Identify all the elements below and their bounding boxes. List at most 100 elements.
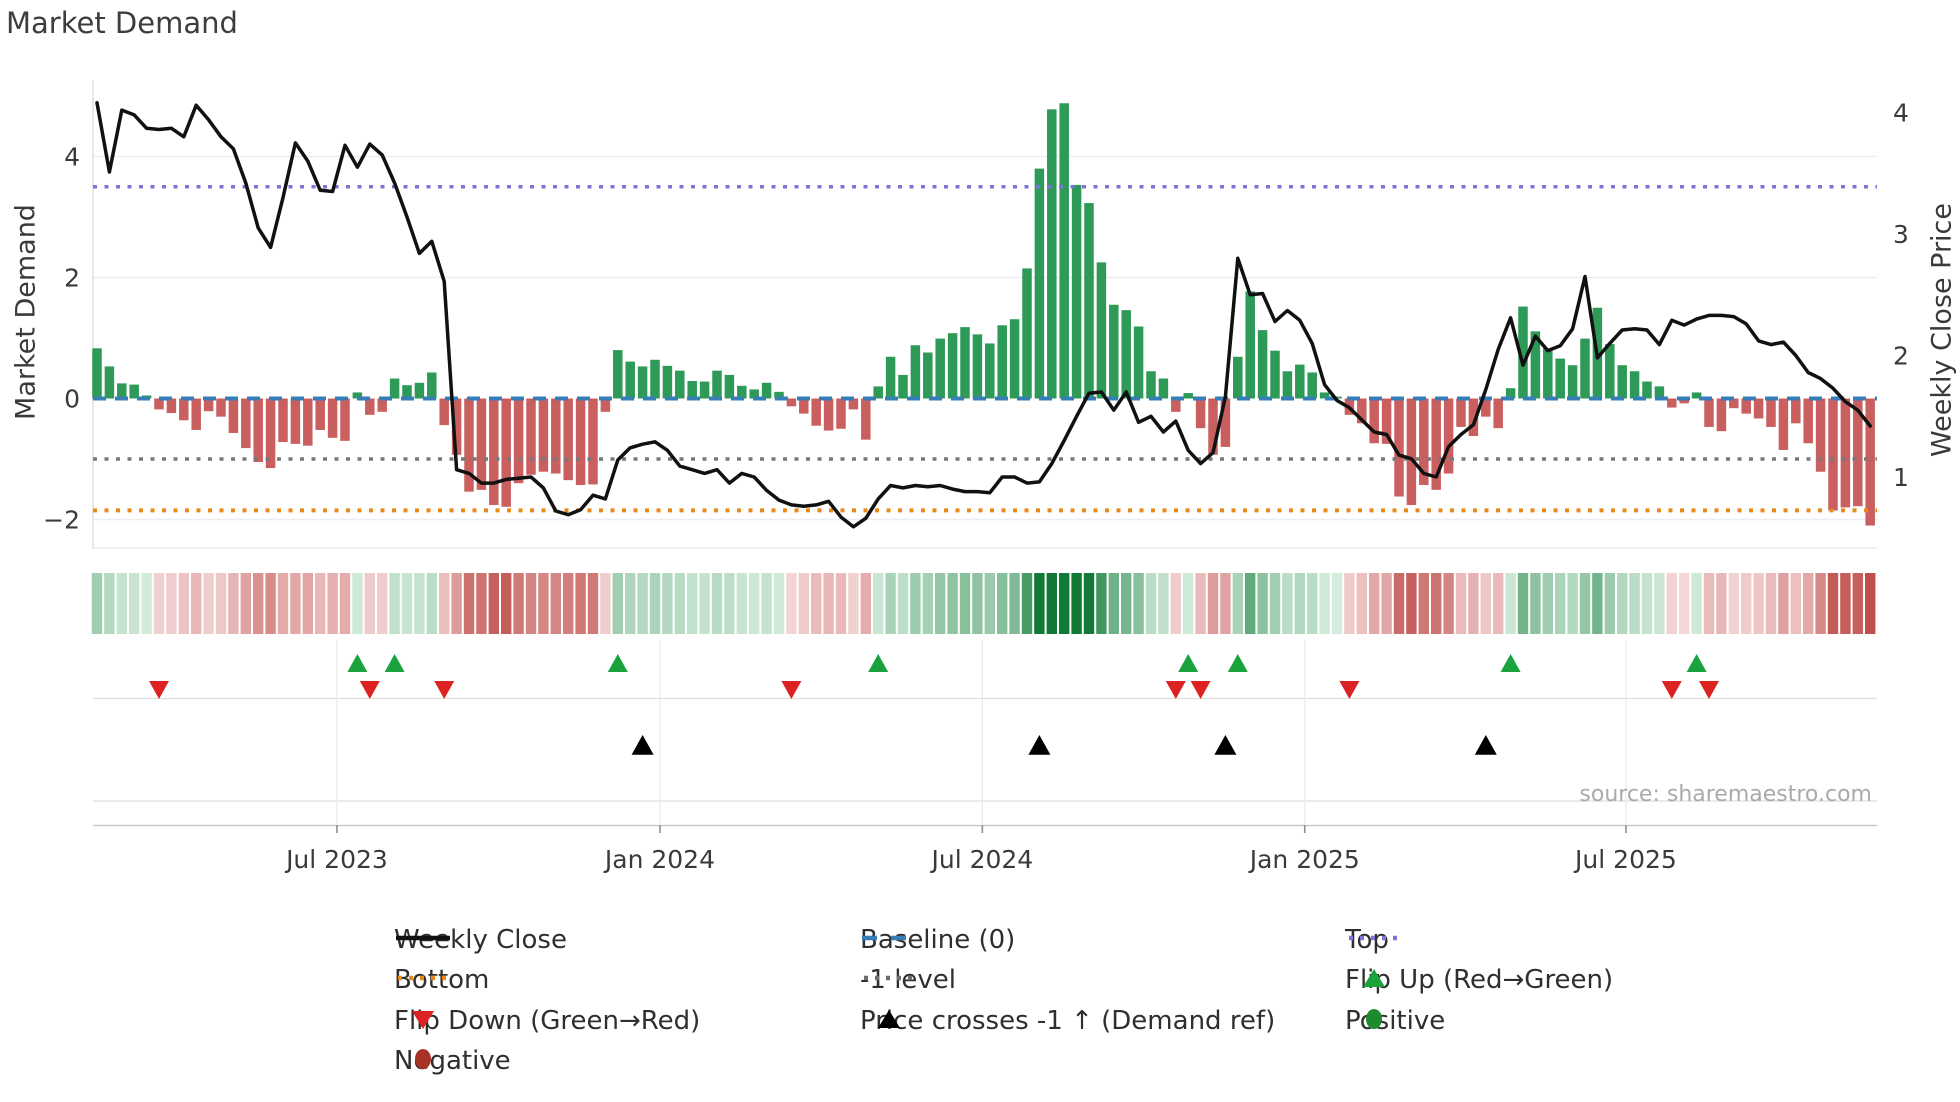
heatmap-cell xyxy=(1356,573,1367,634)
heatmap-cell xyxy=(265,573,276,634)
right-axis-tick-label: 4 xyxy=(1893,99,1909,128)
heatmap-cell xyxy=(1567,573,1578,634)
demand-bar xyxy=(1220,398,1231,447)
heatmap-cell xyxy=(1170,573,1181,634)
demand-bar xyxy=(402,385,412,399)
demand-bar xyxy=(1084,203,1094,399)
demand-bar xyxy=(786,398,797,407)
heatmap-cell xyxy=(1480,573,1491,634)
demand-bar xyxy=(1567,365,1578,399)
demand-bar xyxy=(228,398,239,433)
heatmap-cell xyxy=(1294,573,1305,634)
demand-bar xyxy=(377,398,387,412)
demand-bar xyxy=(600,398,611,412)
demand-bar xyxy=(1729,398,1739,409)
heatmap-cell xyxy=(203,573,214,634)
heatmap-cell xyxy=(935,573,946,634)
heatmap-cell xyxy=(1530,573,1541,634)
heatmap-cell xyxy=(91,573,103,634)
heatmap-cell xyxy=(1840,573,1851,634)
heatmap-cell xyxy=(662,573,673,634)
heatmap-cell xyxy=(687,573,698,634)
demand-bar xyxy=(811,398,821,426)
demand-bar xyxy=(1369,398,1379,444)
demand-bar xyxy=(1716,398,1727,432)
heatmap-cell xyxy=(401,573,413,634)
demand-bar xyxy=(538,398,549,472)
demand-bar xyxy=(191,398,201,430)
x-axis-tick-label: Jan 2024 xyxy=(603,845,715,874)
flip-up-marker xyxy=(868,654,889,672)
x-axis-tick-label: Jul 2023 xyxy=(284,845,388,874)
heatmap-cell xyxy=(476,573,487,634)
demand-bar xyxy=(1518,306,1528,399)
demand-bar xyxy=(1394,398,1404,497)
demand-bar xyxy=(451,398,462,455)
heatmap-cell xyxy=(749,573,760,634)
heatmap-cell xyxy=(463,573,475,634)
demand-bar xyxy=(1109,304,1119,399)
flip-down-marker xyxy=(1190,681,1211,699)
flip-down-marker xyxy=(149,681,169,699)
heatmap-cell xyxy=(116,573,127,634)
heatmap-cell xyxy=(873,573,884,634)
heatmap-cell xyxy=(959,573,971,634)
heatmap-cell xyxy=(786,573,797,634)
demand-bar xyxy=(303,398,313,446)
price-cross-marker xyxy=(1214,735,1237,755)
heatmap-cell xyxy=(129,573,140,634)
demand-bar xyxy=(712,370,722,399)
heatmap-cell xyxy=(426,573,437,634)
demand-bar xyxy=(1505,388,1516,399)
heatmap-cell xyxy=(240,573,251,634)
demand-bar xyxy=(1133,326,1144,399)
heatmap-cell xyxy=(364,573,375,634)
demand-bar xyxy=(947,333,958,399)
demand-bar xyxy=(1741,398,1751,414)
heatmap-cell xyxy=(414,573,425,634)
demand-bar xyxy=(1295,364,1305,399)
heatmap-cell xyxy=(1108,573,1119,634)
heatmap-cell xyxy=(215,573,227,634)
heatmap-cell xyxy=(1753,573,1764,634)
demand-bar xyxy=(1865,398,1875,526)
demand-bar xyxy=(1555,358,1565,399)
heatmap-cell xyxy=(575,573,586,634)
demand-bar xyxy=(352,392,363,399)
heatmap-cell xyxy=(1344,573,1355,634)
heatmap-cell xyxy=(1691,573,1702,634)
heatmap-cell xyxy=(563,573,574,634)
heatmap-cell xyxy=(724,573,735,634)
demand-bar xyxy=(1195,398,1206,429)
demand-bar xyxy=(1704,398,1714,427)
demand-bar xyxy=(216,398,226,417)
demand-bar xyxy=(910,345,921,399)
price-cross-marker xyxy=(1474,735,1497,755)
x-axis-tick-label: Jan 2025 xyxy=(1248,845,1360,874)
demand-bar xyxy=(489,398,499,505)
demand-bar xyxy=(972,334,983,399)
page-title: Market Demand xyxy=(6,6,238,40)
price-cross-marker xyxy=(631,735,654,755)
flip-up-marker xyxy=(1500,654,1521,672)
heatmap-cell xyxy=(947,573,958,634)
flip-up-marker xyxy=(1686,654,1707,672)
heatmap-cell xyxy=(1790,573,1801,634)
demand-bar xyxy=(613,350,623,399)
heatmap-cell xyxy=(141,573,152,634)
demand-bar xyxy=(1828,398,1838,511)
flip-down-marker xyxy=(1165,681,1186,699)
heatmap-cell xyxy=(823,573,834,634)
demand-bar xyxy=(526,398,536,475)
demand-bar xyxy=(501,398,511,507)
heatmap-cell xyxy=(1220,573,1231,634)
heatmap-cell xyxy=(191,573,202,634)
demand-bar xyxy=(1617,365,1627,399)
heatmap-cell xyxy=(910,573,921,634)
heatmap-cell xyxy=(1679,573,1690,634)
demand-bar xyxy=(1840,398,1851,508)
heatmap-cell xyxy=(1034,573,1045,634)
heatmap-cell xyxy=(439,573,450,634)
right-axis-tick-label: 1 xyxy=(1893,463,1909,492)
